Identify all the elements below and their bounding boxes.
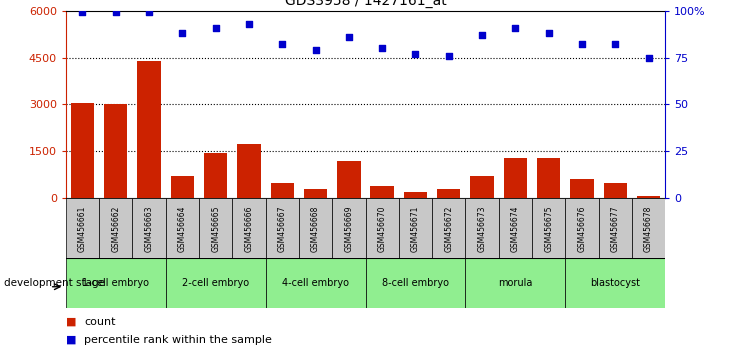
Point xyxy=(276,41,288,47)
Bar xyxy=(166,258,265,308)
Bar xyxy=(537,158,561,198)
Bar xyxy=(399,198,432,258)
Bar xyxy=(504,158,527,198)
Text: 4-cell embryo: 4-cell embryo xyxy=(282,278,349,288)
Text: GSM456677: GSM456677 xyxy=(611,205,620,252)
Text: 2-cell embryo: 2-cell embryo xyxy=(182,278,249,288)
Bar xyxy=(332,198,366,258)
Bar xyxy=(270,183,294,198)
Text: 1-cell embryo: 1-cell embryo xyxy=(83,278,149,288)
Text: ■: ■ xyxy=(66,317,80,327)
Text: GSM456668: GSM456668 xyxy=(311,205,320,252)
Bar xyxy=(66,258,166,308)
Text: GSM456674: GSM456674 xyxy=(511,205,520,252)
Point xyxy=(77,10,88,15)
Point xyxy=(510,25,521,30)
Bar xyxy=(632,198,665,258)
Bar xyxy=(104,104,127,198)
Bar xyxy=(366,198,399,258)
Bar xyxy=(637,196,660,198)
Bar xyxy=(99,198,132,258)
Bar xyxy=(66,198,99,258)
Bar xyxy=(371,186,394,198)
Point xyxy=(576,41,588,47)
Bar xyxy=(299,198,332,258)
Bar xyxy=(170,176,194,198)
Bar xyxy=(404,192,427,198)
Bar xyxy=(437,189,461,198)
Text: blastocyst: blastocyst xyxy=(590,278,640,288)
Point xyxy=(376,45,388,51)
Bar xyxy=(565,198,599,258)
Bar xyxy=(166,198,199,258)
Point xyxy=(310,47,322,53)
Bar xyxy=(570,179,594,198)
Bar xyxy=(265,198,299,258)
Text: development stage: development stage xyxy=(4,278,105,288)
Point xyxy=(243,21,255,27)
Bar xyxy=(466,258,565,308)
Bar xyxy=(232,198,265,258)
Bar xyxy=(199,198,232,258)
Text: GSM456672: GSM456672 xyxy=(444,205,453,252)
Point xyxy=(343,34,355,40)
Text: percentile rank within the sample: percentile rank within the sample xyxy=(84,335,272,345)
Point xyxy=(476,32,488,38)
Text: GSM456676: GSM456676 xyxy=(577,205,586,252)
Bar xyxy=(499,198,532,258)
Bar xyxy=(304,189,327,198)
Text: GSM456666: GSM456666 xyxy=(244,205,254,252)
Text: GSM456678: GSM456678 xyxy=(644,205,653,252)
Bar xyxy=(238,143,261,198)
Text: 8-cell embryo: 8-cell embryo xyxy=(382,278,449,288)
Text: GSM456670: GSM456670 xyxy=(378,205,387,252)
Point xyxy=(210,25,221,30)
Title: GDS3958 / 1427161_at: GDS3958 / 1427161_at xyxy=(284,0,447,8)
Bar xyxy=(532,198,565,258)
Text: GSM456673: GSM456673 xyxy=(477,205,487,252)
Point xyxy=(143,10,155,15)
Bar xyxy=(432,198,466,258)
Point xyxy=(543,30,555,36)
Point xyxy=(443,53,455,58)
Bar xyxy=(132,198,166,258)
Text: morula: morula xyxy=(498,278,533,288)
Text: GSM456669: GSM456669 xyxy=(344,205,353,252)
Bar xyxy=(604,183,627,198)
Text: count: count xyxy=(84,317,115,327)
Bar xyxy=(599,198,632,258)
Bar xyxy=(471,176,493,198)
Text: GSM456665: GSM456665 xyxy=(211,205,220,252)
Point xyxy=(610,41,621,47)
Bar xyxy=(71,103,94,198)
Bar xyxy=(204,153,227,198)
Text: GSM456661: GSM456661 xyxy=(78,205,87,252)
Bar xyxy=(337,161,360,198)
Point xyxy=(409,51,421,57)
Text: GSM456675: GSM456675 xyxy=(544,205,553,252)
Text: ■: ■ xyxy=(66,335,80,345)
Text: GSM456667: GSM456667 xyxy=(278,205,287,252)
Bar xyxy=(565,258,665,308)
Bar xyxy=(466,198,499,258)
Text: GSM456663: GSM456663 xyxy=(145,205,154,252)
Bar xyxy=(366,258,466,308)
Bar xyxy=(265,258,366,308)
Bar xyxy=(137,61,161,198)
Point xyxy=(110,10,121,15)
Text: GSM456664: GSM456664 xyxy=(178,205,187,252)
Text: GSM456671: GSM456671 xyxy=(411,205,420,252)
Text: GSM456662: GSM456662 xyxy=(111,205,120,252)
Point xyxy=(176,30,188,36)
Point xyxy=(643,55,654,60)
